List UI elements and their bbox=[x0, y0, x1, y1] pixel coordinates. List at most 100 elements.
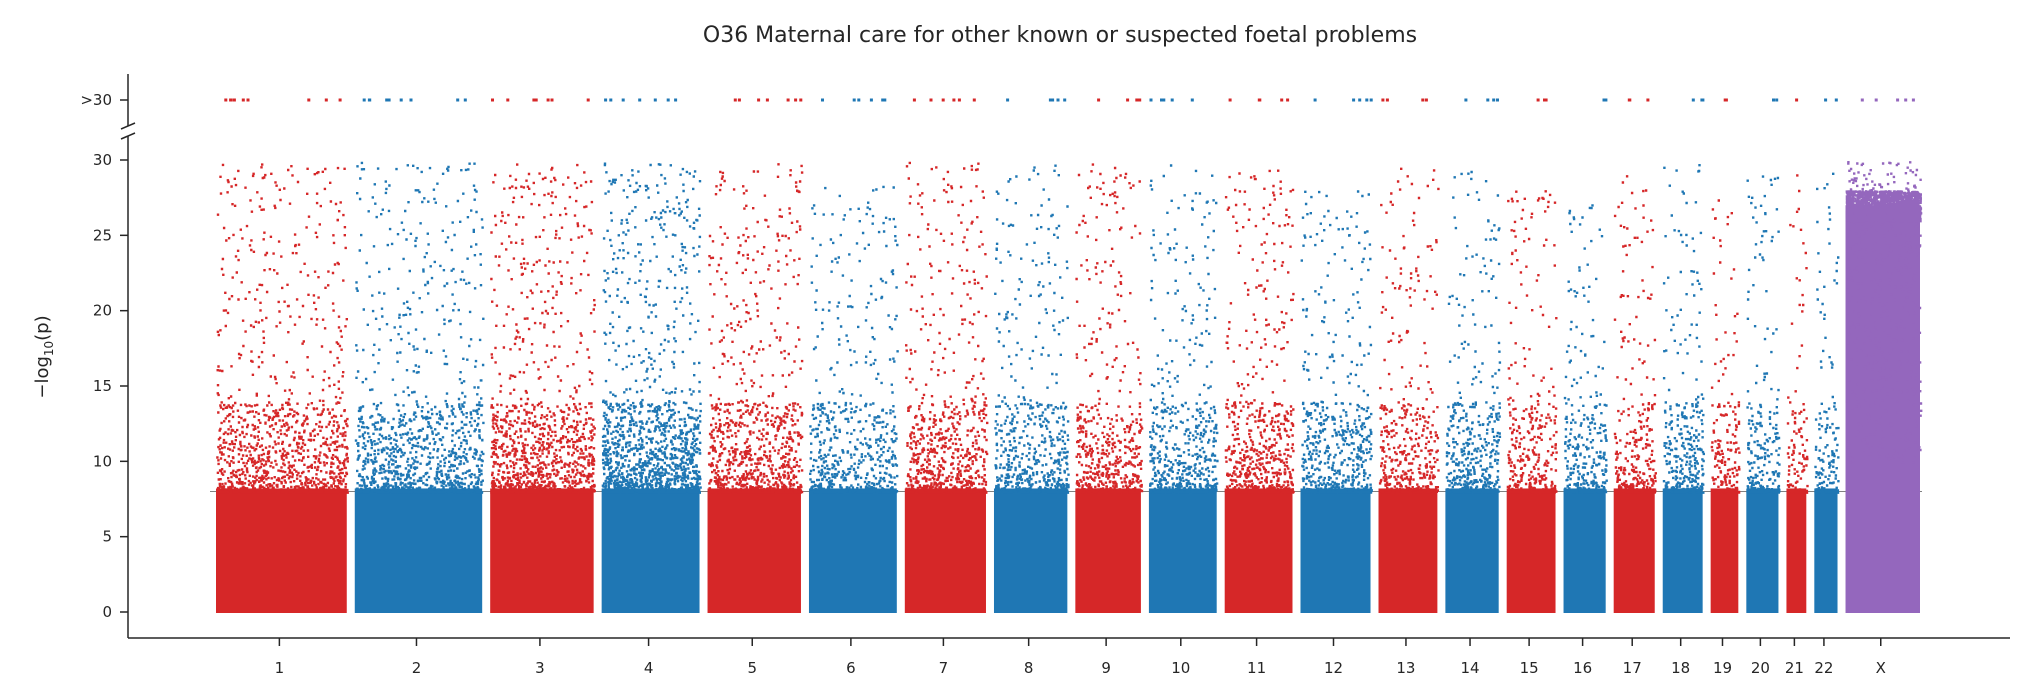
y-tick-label: 0 bbox=[102, 603, 112, 621]
x-tick-label: 15 bbox=[1520, 659, 1539, 677]
capped-points-5 bbox=[733, 98, 803, 102]
x-tick-label: 8 bbox=[1024, 659, 1034, 677]
y-ticks: 0 5 10 15 20 25 30 >30 bbox=[80, 91, 128, 621]
chromosome-band-5 bbox=[707, 488, 801, 613]
y-tick-label: 20 bbox=[93, 302, 112, 320]
chromosome-band-8 bbox=[993, 488, 1068, 613]
x-tick-label: 7 bbox=[939, 659, 949, 677]
capped-points-9 bbox=[1097, 98, 1142, 102]
capped-points-21 bbox=[1795, 98, 1799, 102]
chromosome-band-15 bbox=[1506, 488, 1556, 613]
capped-points-17 bbox=[1627, 98, 1650, 102]
chromosome-band-7 bbox=[904, 488, 986, 613]
x-tick-label: 1 bbox=[275, 659, 285, 677]
x-tick-label: 14 bbox=[1460, 659, 1479, 677]
data-points bbox=[216, 161, 1923, 613]
x-tick-label: 4 bbox=[644, 659, 654, 677]
chromosome-band-12 bbox=[1300, 488, 1371, 613]
chromosome-points-11 bbox=[1224, 169, 1295, 494]
chromosome-points-16 bbox=[1563, 204, 1608, 494]
capped-points-1 bbox=[224, 98, 342, 102]
capped-points-20 bbox=[1772, 98, 1779, 102]
capped-points-2 bbox=[362, 98, 467, 102]
capped-points-15 bbox=[1536, 98, 1548, 102]
x-tick-label: 9 bbox=[1101, 659, 1111, 677]
capped-points-12 bbox=[1313, 98, 1373, 102]
chromosome-band-22 bbox=[1814, 488, 1838, 613]
x-tick-label: 20 bbox=[1751, 659, 1770, 677]
chromosome-points-13 bbox=[1378, 167, 1440, 494]
chromosome-points-7 bbox=[905, 161, 989, 494]
chromosome-band-18 bbox=[1662, 488, 1703, 613]
capped-points-13 bbox=[1381, 98, 1428, 102]
chromosome-points-2 bbox=[354, 161, 485, 494]
chromosome-band-21 bbox=[1786, 488, 1807, 613]
axis-break-mark-2 bbox=[120, 132, 136, 140]
x-tick-label: 11 bbox=[1247, 659, 1266, 677]
x-ticks: 1 2 3 4 5 6 7 8 9 10 11 12 13 14 15 16 17 18 19 20 21 22 X bbox=[275, 638, 1886, 677]
chromosome-points-1 bbox=[216, 163, 349, 494]
chromosome-band-17 bbox=[1613, 488, 1655, 613]
capped-points-16 bbox=[1602, 98, 1608, 102]
capped-points-7 bbox=[912, 98, 976, 102]
x-tick-label: 19 bbox=[1713, 659, 1732, 677]
x-tick-label: 10 bbox=[1171, 659, 1190, 677]
x-tick-label: 18 bbox=[1671, 659, 1690, 677]
chromosome-points-10 bbox=[1149, 164, 1219, 494]
capped-points-14 bbox=[1464, 98, 1499, 102]
chromosome-band-10 bbox=[1148, 488, 1217, 613]
chromosome-band-1 bbox=[216, 488, 347, 613]
y-tick-label: 10 bbox=[93, 452, 112, 470]
x-tick-label: 3 bbox=[535, 659, 545, 677]
chromosome-points-5 bbox=[707, 163, 804, 494]
y-tick-label: 25 bbox=[93, 226, 112, 244]
chromosome-band-X bbox=[1845, 205, 1920, 613]
chromosome-points-19 bbox=[1710, 199, 1741, 494]
chromosome-points-22 bbox=[1814, 172, 1840, 494]
capped-points-6 bbox=[821, 98, 887, 102]
chromosome-band-9 bbox=[1075, 488, 1141, 613]
capped-points-4 bbox=[604, 98, 678, 102]
chromosome-band-16 bbox=[1563, 488, 1606, 613]
x-tick-label: 6 bbox=[846, 659, 856, 677]
chromosome-points-17 bbox=[1613, 175, 1657, 494]
chromosome-points-6 bbox=[809, 185, 899, 494]
chromosome-points-8 bbox=[994, 164, 1070, 494]
capped-points bbox=[224, 98, 1915, 102]
chromosome-points-14 bbox=[1445, 170, 1502, 494]
chromosome-band-4 bbox=[601, 488, 700, 613]
capped-points-8 bbox=[1006, 98, 1067, 102]
x-tick-label: 22 bbox=[1814, 659, 1833, 677]
chromosome-band-2 bbox=[354, 488, 483, 613]
chart-title: O36 Maternal care for other known or sus… bbox=[703, 23, 1417, 48]
x-tick-label: 2 bbox=[412, 659, 422, 677]
y-axis-label-sub: 10 bbox=[42, 341, 56, 356]
chromosome-points-X bbox=[1845, 161, 1923, 464]
chromosome-points-9 bbox=[1075, 163, 1144, 494]
chromosome-points-21 bbox=[1786, 174, 1809, 494]
capped-points-19 bbox=[1723, 98, 1728, 102]
chromosome-points-12 bbox=[1300, 190, 1373, 494]
capped-points-18 bbox=[1691, 98, 1705, 102]
chromosome-points-15 bbox=[1506, 190, 1558, 494]
capped-points-22 bbox=[1824, 98, 1838, 102]
y-tick-label: 30 bbox=[93, 151, 112, 169]
chromosome-band-14 bbox=[1445, 488, 1499, 613]
chromosome-points-20 bbox=[1746, 175, 1781, 494]
x-tick-label: 21 bbox=[1785, 659, 1804, 677]
chromosome-band-3 bbox=[490, 488, 594, 613]
capped-points-3 bbox=[491, 98, 590, 102]
x-tick-label: 16 bbox=[1573, 659, 1592, 677]
y-tick-label: 5 bbox=[102, 528, 112, 546]
y-tick-label: 15 bbox=[93, 377, 112, 395]
x-tick-label: 12 bbox=[1324, 659, 1343, 677]
x-tick-label: 13 bbox=[1396, 659, 1415, 677]
y-cap-tick-label: >30 bbox=[80, 91, 112, 109]
x-tick-label: 5 bbox=[747, 659, 757, 677]
y-axis-label-end: (p) bbox=[32, 315, 53, 340]
x-tick-label: X bbox=[1876, 659, 1886, 677]
y-axis-label-main: −log bbox=[32, 356, 53, 399]
capped-points-11 bbox=[1228, 98, 1290, 102]
chromosome-band-19 bbox=[1710, 488, 1739, 613]
